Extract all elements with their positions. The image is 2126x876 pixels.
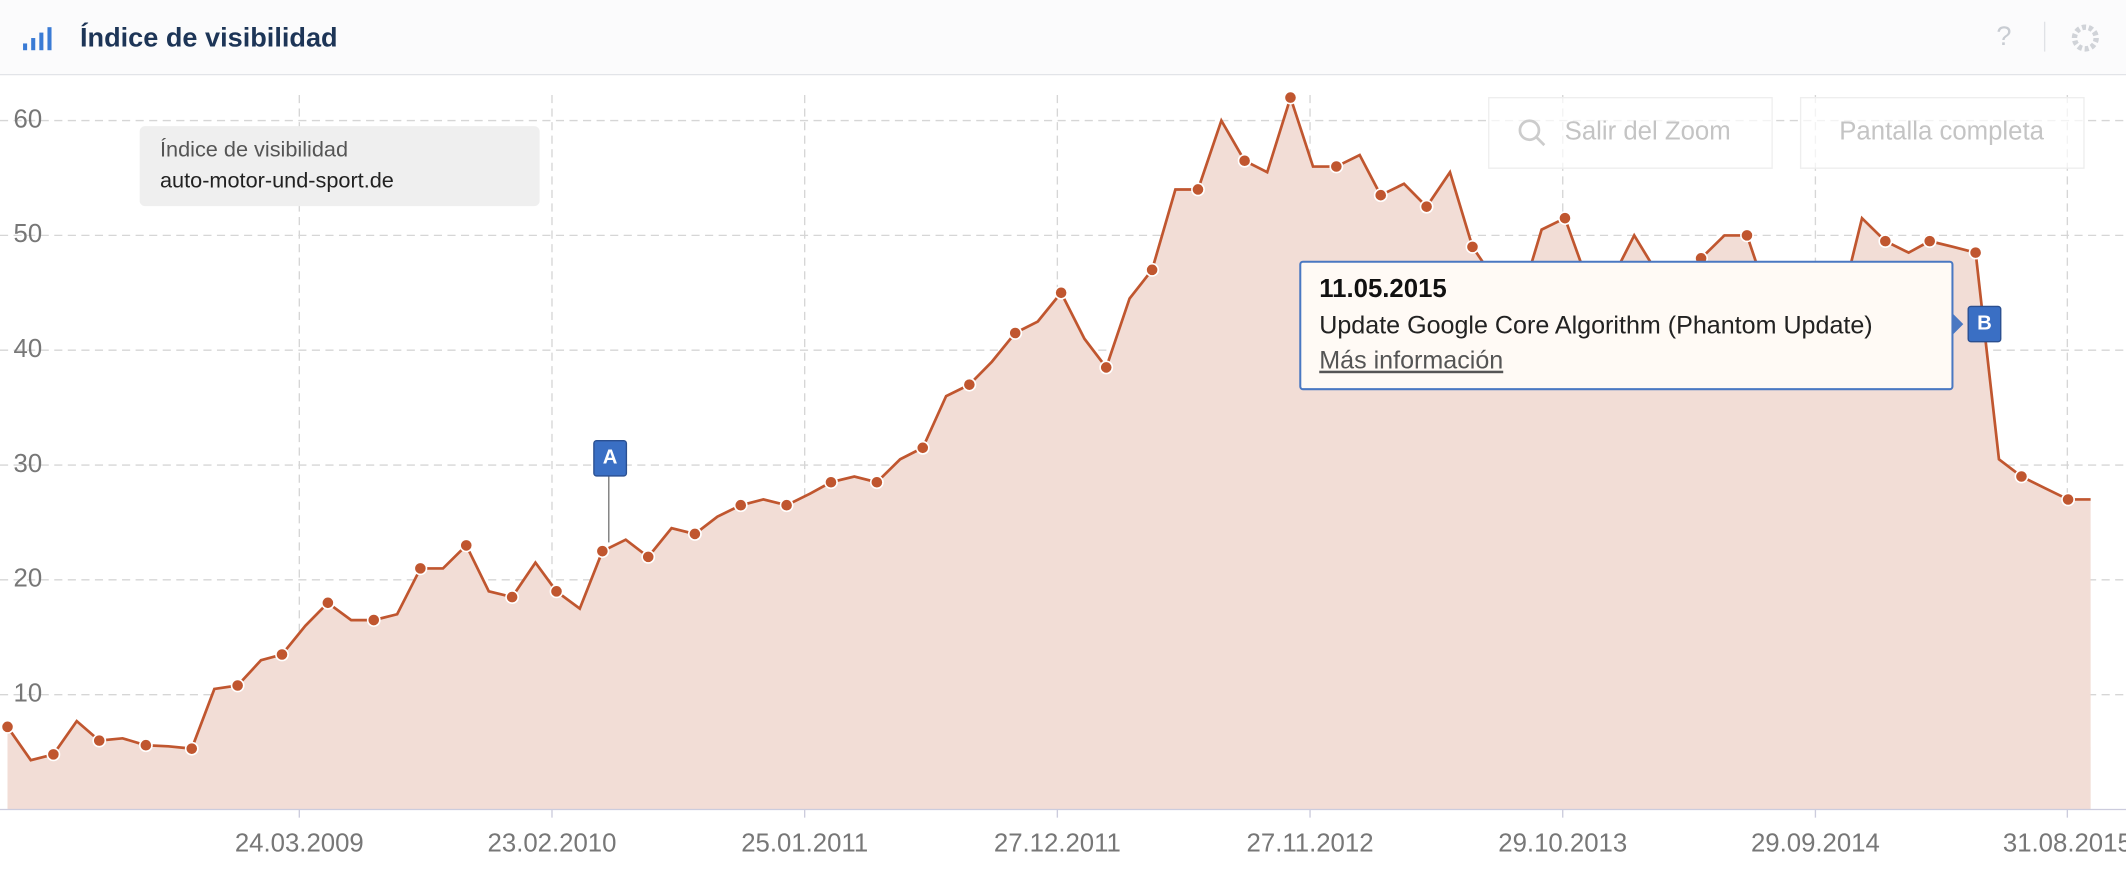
annotations: A B 11.05.2015 Update Google Core Algorithm… — [593, 260, 2002, 543]
data-point — [1558, 211, 1572, 226]
x-tick-label: 25.01.2011 — [741, 830, 868, 858]
data-point — [366, 613, 381, 627]
x-tick-label: 27.12.2011 — [994, 830, 1121, 858]
data-point — [505, 590, 520, 604]
data-point — [687, 527, 702, 541]
data-point — [230, 678, 245, 693]
data-point — [2014, 469, 2029, 484]
data-point — [733, 498, 748, 513]
fullscreen-label[interactable]: Pantalla completa — [1839, 118, 2044, 146]
legend-box — [139, 126, 540, 207]
data-point — [824, 475, 838, 490]
x-tick-label: 23.02.2010 — [488, 830, 617, 858]
tooltip-text: Update Google Core Algorithm (Phantom Up… — [1319, 311, 1872, 339]
legend-title: Índice de visibilidad — [160, 136, 348, 161]
data-point — [1922, 234, 1937, 249]
tooltip-link[interactable]: Más información — [1319, 347, 1503, 375]
data-point — [1145, 262, 1160, 277]
data-point — [1878, 234, 1893, 249]
data-point — [1373, 188, 1388, 203]
data-point — [869, 475, 884, 490]
annotation-flag[interactable] — [1967, 305, 2002, 343]
y-tick-label: 20 — [14, 565, 43, 593]
data-point — [46, 747, 61, 762]
data-point — [138, 738, 153, 753]
data-point — [1465, 239, 1480, 254]
settings-icon[interactable] — [2071, 24, 2099, 52]
x-tick-label: 31.08.2015 — [2003, 830, 2126, 858]
data-point — [1419, 199, 1434, 214]
header-icon — [23, 27, 52, 51]
y-tick-label: 50 — [14, 220, 43, 248]
tooltip-date: 11.05.2015 — [1319, 275, 1446, 303]
data-point — [275, 647, 289, 662]
data-point — [595, 544, 610, 559]
data-point — [1191, 182, 1205, 197]
x-tick-label: 29.09.2014 — [1751, 830, 1880, 858]
zoom-out-button[interactable] — [1488, 96, 1773, 169]
data-point — [1008, 326, 1023, 340]
zoom-out-label[interactable]: Salir del Zoom — [1565, 118, 1731, 146]
data-point — [641, 549, 656, 564]
y-tick-label: 60 — [14, 105, 43, 133]
help-icon[interactable]: ? — [1996, 20, 2011, 51]
data-point — [1237, 153, 1252, 168]
header-bar — [0, 0, 2126, 75]
annotation-flag[interactable] — [593, 440, 628, 477]
data-point — [1054, 285, 1069, 300]
x-tick-label: 29.10.2013 — [1498, 830, 1627, 858]
data-point — [915, 440, 930, 455]
data-point — [1740, 228, 1754, 243]
legend-domain: auto-motor-und-sport.de — [160, 167, 394, 192]
data-point — [92, 733, 107, 748]
annotation-label[interactable]: A — [603, 447, 618, 469]
data-point — [1283, 90, 1298, 105]
data-point — [2061, 492, 2076, 507]
data-point — [962, 377, 977, 392]
zoom-icon — [1518, 119, 1541, 142]
x-tick-label: 24.03.2009 — [235, 830, 364, 858]
y-tick-label: 30 — [14, 450, 43, 478]
data-point — [184, 741, 199, 756]
data-point — [459, 538, 474, 553]
tooltip-pointer — [1952, 313, 1964, 335]
data-point — [320, 595, 335, 610]
annotation-label[interactable]: B — [1977, 312, 1992, 334]
data-point — [549, 584, 564, 599]
x-tick-label: 27.11.2012 — [1247, 830, 1374, 858]
fullscreen-button[interactable] — [1799, 96, 2085, 169]
y-tick-label: 10 — [14, 679, 43, 707]
header-title: Índice de visibilidad — [80, 22, 338, 53]
data-point — [779, 498, 794, 513]
y-tick-label: 40 — [14, 335, 43, 363]
data-point — [1329, 159, 1344, 174]
data-point — [1099, 360, 1114, 375]
zoom-icon-handle — [1535, 136, 1546, 147]
data-point — [1968, 245, 1983, 260]
data-point — [413, 561, 428, 576]
data-point — [0, 719, 15, 734]
